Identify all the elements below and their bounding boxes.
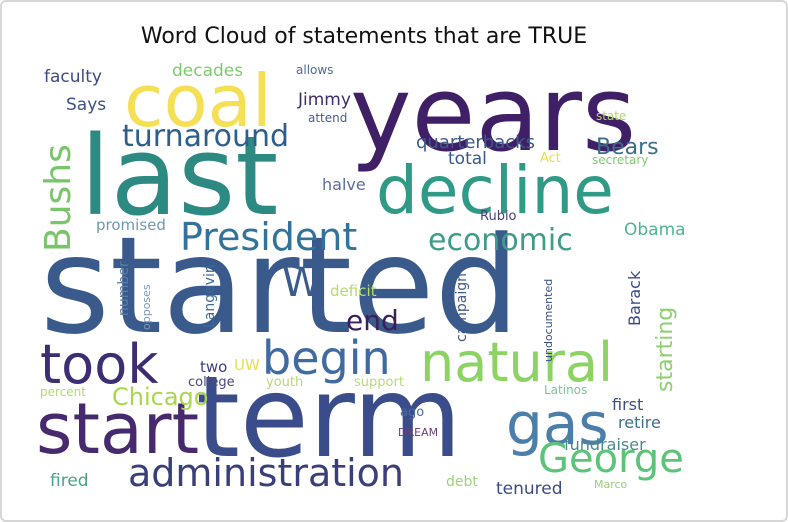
word-start: start [36, 388, 199, 470]
word-says: Says [66, 95, 106, 115]
word-george: George [538, 436, 684, 482]
word-decline: decline [376, 152, 614, 229]
word-dream: DREAM [398, 426, 438, 439]
word-bushs: Bushs [38, 144, 79, 252]
word-chicago: Chicago [112, 383, 208, 411]
word-natural: natural [420, 331, 613, 394]
word-starting: starting [653, 307, 678, 392]
word-turnaround: turnaround [122, 119, 289, 154]
word-number: number [116, 261, 132, 316]
word-barack: Barack [625, 270, 644, 326]
word-w: W [282, 260, 322, 306]
word-faculty: faculty [44, 67, 102, 87]
word-deficit: deficit [330, 282, 377, 300]
word-end: end [346, 304, 399, 337]
word-retire: retire [618, 413, 661, 432]
word-youth: youth [266, 375, 303, 390]
word-ago: ago [400, 405, 424, 420]
word-started: started [40, 208, 520, 364]
word-act: Act [540, 151, 561, 166]
word-begin: begin [262, 331, 391, 385]
word-attend: attend [308, 111, 347, 125]
word-undocumented: undocumented [542, 279, 555, 362]
word-years: years [350, 53, 636, 175]
word-administration: administration [128, 451, 404, 495]
word-last: last [80, 112, 278, 240]
word-obama: Obama [624, 220, 686, 240]
word-quarterbacks: quarterbacks [416, 132, 535, 153]
word-fired: fired [50, 471, 89, 491]
word-gas: gas [506, 390, 609, 458]
word-jimmy: Jimmy [297, 90, 351, 110]
word-secretary: secretary [592, 153, 648, 167]
word-campaign: campaign [454, 273, 470, 342]
word-fundraiser: fundraiser [564, 435, 646, 454]
word-two: two [200, 358, 227, 376]
word-coal: coal [124, 59, 272, 143]
word-term: term [196, 353, 462, 483]
word-marco: Marco [594, 478, 628, 491]
word-economic: economic [428, 223, 573, 258]
word-latinos: Latinos [544, 383, 587, 397]
word-college: college [188, 375, 235, 390]
word-debt: debt [446, 474, 478, 490]
word-langevin: Langevin [202, 264, 218, 328]
word-rubio: Rubio [480, 209, 517, 224]
word-president: President [180, 215, 357, 259]
word-first: first [612, 395, 643, 414]
word-took: took [40, 333, 159, 396]
word-percent: percent [40, 385, 86, 399]
word-state: state [596, 109, 626, 123]
word-bears: Bears [596, 135, 659, 160]
word-opposes: opposes [140, 284, 153, 330]
word-tenured: tenured [496, 479, 563, 499]
word-promised: promised [96, 216, 166, 234]
word-uw: UW [234, 356, 260, 374]
word-total: total [448, 149, 487, 169]
chart-title: Word Cloud of statements that are TRUE [140, 24, 588, 49]
word-support: support [354, 375, 404, 390]
word-decades: decades [172, 61, 243, 81]
word-allows: allows [296, 63, 333, 77]
word-halve: halve [322, 175, 366, 194]
